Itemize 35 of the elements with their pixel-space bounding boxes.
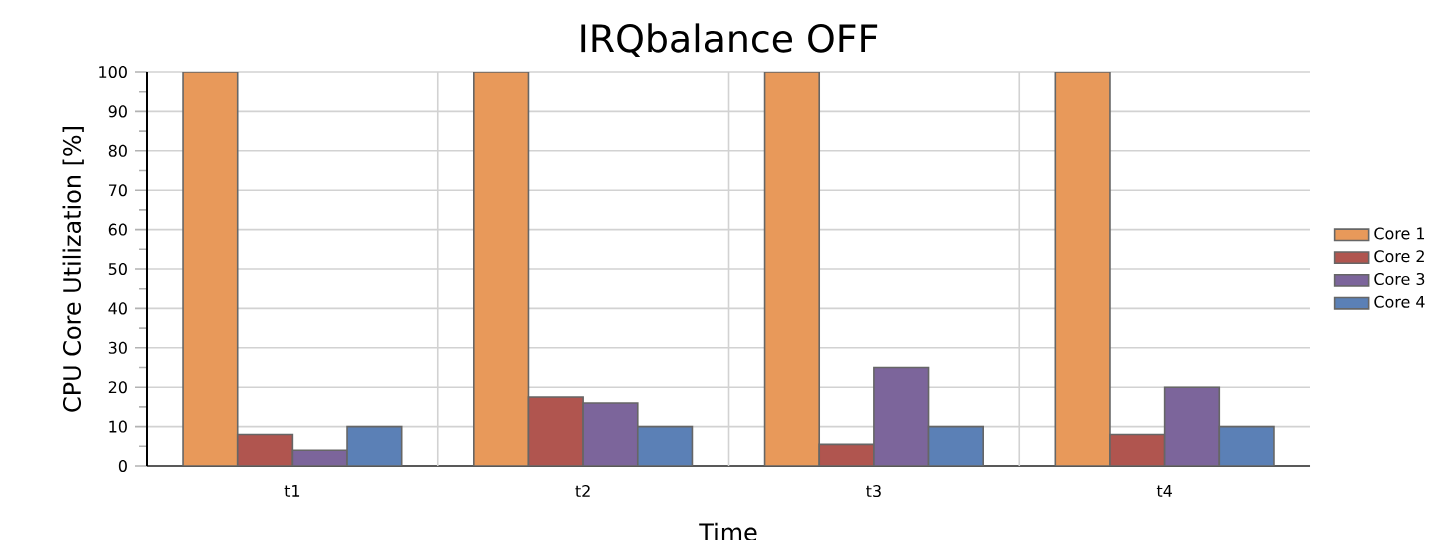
bar — [927, 425, 984, 466]
y-tick-label: 60 — [108, 223, 127, 236]
bar — [236, 433, 294, 466]
y-tick-label: 10 — [109, 420, 127, 433]
chart-title: IRQbalance OFF — [581, 23, 878, 57]
y-tick-label: 40 — [108, 302, 127, 315]
x-tick-label: t1 — [284, 485, 300, 497]
bar — [473, 71, 530, 466]
legend-label: Core 2 — [1374, 250, 1424, 263]
x-tick-label: t3 — [866, 485, 881, 498]
y-axis-title: CPU Core Utilization [%] — [62, 127, 84, 412]
bar — [527, 396, 584, 466]
y-tick-label: 20 — [108, 381, 127, 394]
legend-label: Core 1 — [1374, 227, 1425, 240]
x-tick-label: t2 — [575, 485, 590, 497]
bar — [182, 71, 239, 466]
y-tick-label: 80 — [108, 144, 127, 157]
bar — [1054, 71, 1111, 466]
legend-label: Core 4 — [1374, 295, 1425, 308]
bar — [763, 71, 821, 466]
y-tick-label: 0 — [118, 459, 127, 473]
y-tick-label: 30 — [108, 341, 127, 354]
bar — [1109, 433, 1166, 466]
bar — [636, 425, 694, 466]
bar — [873, 366, 930, 466]
y-tick-label: 70 — [108, 184, 127, 197]
x-tick-label: t4 — [1156, 485, 1172, 497]
y-tick-label: 90 — [108, 105, 127, 118]
bar — [1163, 386, 1221, 466]
bar — [346, 425, 403, 466]
y-tick-label: 50 — [108, 262, 127, 276]
bar — [1218, 425, 1275, 466]
y-tick-label: 100 — [99, 65, 127, 79]
bar — [582, 402, 639, 466]
legend-label: Core 3 — [1374, 272, 1425, 286]
